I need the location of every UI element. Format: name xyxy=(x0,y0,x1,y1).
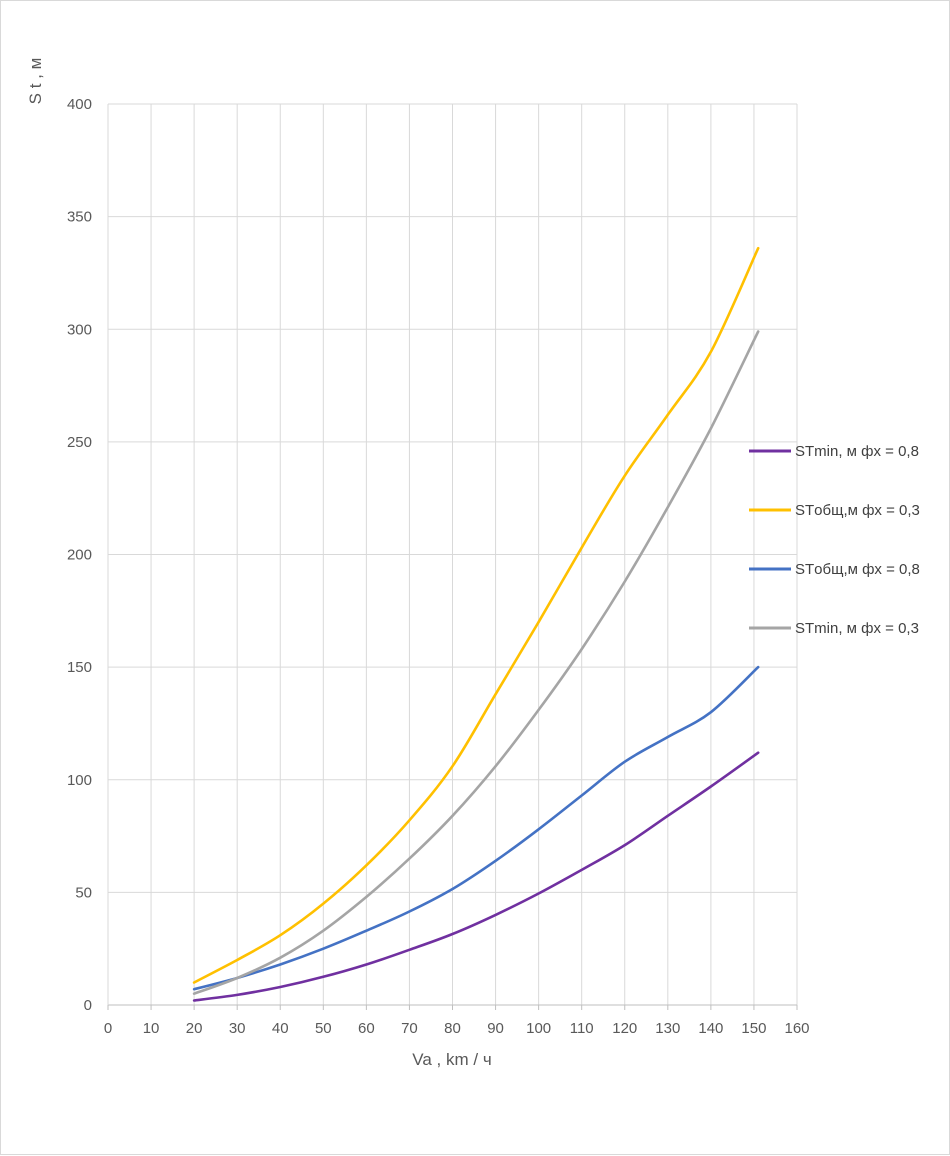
y-tick-label: 100 xyxy=(67,772,92,789)
series-line-3 xyxy=(192,665,760,991)
x-tick-label: 40 xyxy=(272,1020,289,1037)
series-lines xyxy=(192,246,760,1002)
legend-label: STобщ,м фх = 0,3 xyxy=(795,502,920,519)
y-tick-label: 350 xyxy=(67,209,92,226)
x-tick-label: 160 xyxy=(784,1020,809,1037)
y-tick-label: 150 xyxy=(67,659,92,676)
series-line-1 xyxy=(192,751,760,1002)
x-tick-label: 30 xyxy=(229,1020,246,1037)
x-tick-label: 20 xyxy=(186,1020,203,1037)
y-tick-label: 200 xyxy=(67,547,92,564)
axes: Va , km / ч S t , м 05010015020025030035… xyxy=(26,58,810,1069)
x-tick-label: 110 xyxy=(570,1020,594,1037)
y-tick-label: 300 xyxy=(67,321,92,338)
x-tick-label: 0 xyxy=(104,1020,112,1037)
grid xyxy=(108,103,798,1005)
x-tick-label: 140 xyxy=(698,1020,723,1037)
y-tick-label: 0 xyxy=(84,997,92,1014)
x-tick-label: 70 xyxy=(401,1020,418,1037)
legend-label: STmin, м фх = 0,3 xyxy=(795,620,919,637)
y-tick-label: 250 xyxy=(67,434,92,451)
x-tick-label: 90 xyxy=(487,1020,504,1037)
x-tick-label: 120 xyxy=(612,1020,637,1037)
x-tick-label: 10 xyxy=(143,1020,160,1037)
x-tick-label: 50 xyxy=(315,1020,332,1037)
legend-label: STобщ,м фх = 0,8 xyxy=(795,561,920,578)
x-tick-label: 130 xyxy=(655,1020,680,1037)
legend: STmin, м фх = 0,8 STобщ,м фх = 0,3 STобщ,м… xyxy=(749,443,920,637)
y-tick-label: 400 xyxy=(67,96,92,113)
x-tick-label: 150 xyxy=(741,1020,766,1037)
y-tick-label: 50 xyxy=(75,884,92,901)
x-tick-label: 80 xyxy=(444,1020,461,1037)
x-tick-label: 60 xyxy=(358,1020,375,1037)
x-tick-label: 100 xyxy=(526,1020,551,1037)
legend-label: STmin, м фх = 0,8 xyxy=(795,443,919,460)
x-axis-title: Va , km / ч xyxy=(412,1050,491,1069)
series-line-4 xyxy=(192,330,760,995)
y-axis-title: S t , м xyxy=(26,58,45,105)
series-line-2 xyxy=(192,246,760,984)
